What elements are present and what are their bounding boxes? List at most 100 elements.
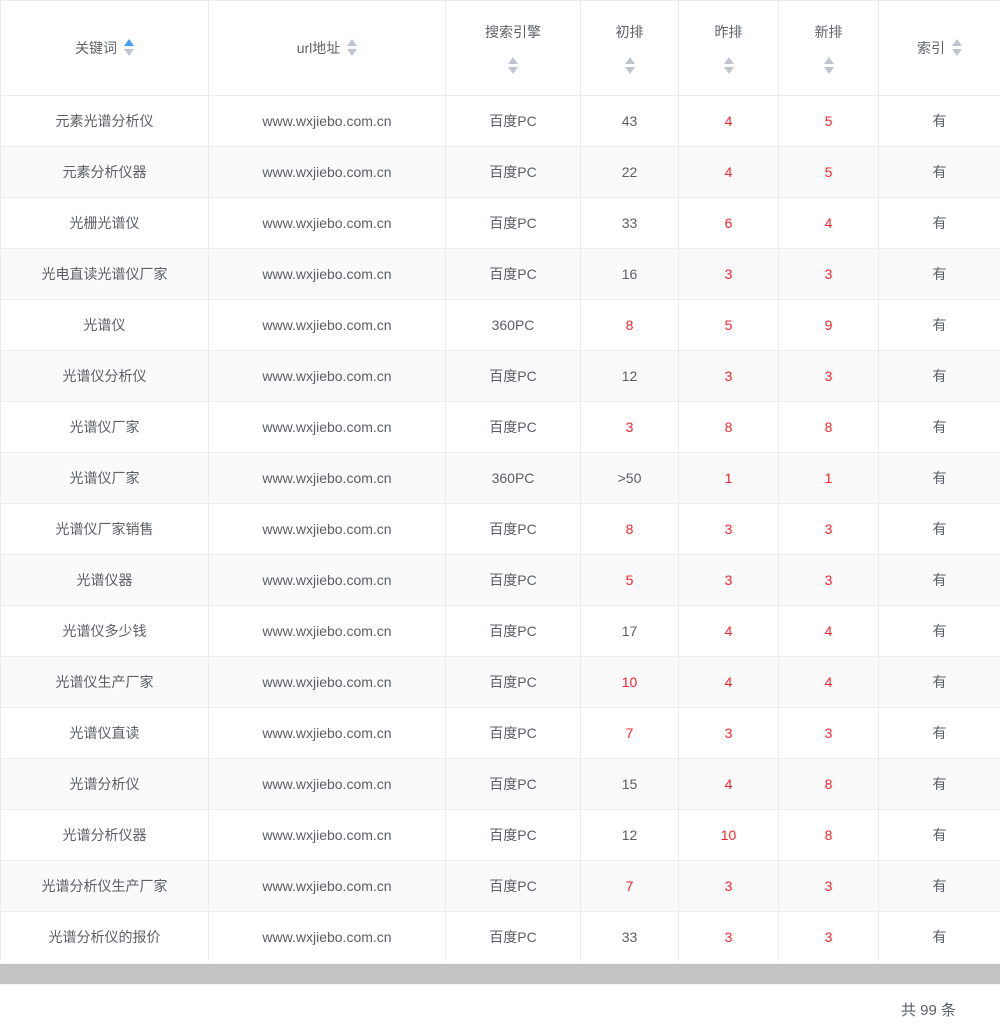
table-row: 光谱分析仪生产厂家 www.wxjiebo.com.cn 百度PC 7 3 3 有 — [0, 860, 1000, 912]
sort-ascending-icon[interactable] — [723, 56, 734, 64]
cell-engine: 百度PC — [445, 860, 581, 912]
cell-engine: 360PC — [445, 299, 581, 351]
cell-yest: 3 — [678, 503, 779, 555]
cell-new: 8 — [778, 809, 879, 861]
sort-ascending-icon[interactable] — [624, 56, 635, 64]
cell-init: 8 — [580, 503, 679, 555]
cell-new: 3 — [778, 350, 879, 402]
cell-index: 有 — [878, 860, 1000, 912]
cell-yest: 3 — [678, 248, 779, 300]
horizontal-scrollbar-track[interactable] — [0, 963, 1000, 985]
cell-index: 有 — [878, 146, 1000, 198]
column-header-label: 搜索引擎 — [485, 23, 541, 40]
cell-keyword: 光谱仪生产厂家 — [0, 656, 209, 708]
cell-init: 7 — [580, 860, 679, 912]
table-row: 光栅光谱仪 www.wxjiebo.com.cn 百度PC 33 6 4 有 — [0, 197, 1000, 249]
cell-new: 3 — [778, 911, 879, 961]
sort-caret[interactable] — [952, 39, 962, 57]
cell-yest: 3 — [678, 350, 779, 402]
cell-init: >50 — [580, 452, 679, 504]
table-row: 光谱仪分析仪 www.wxjiebo.com.cn 百度PC 12 3 3 有 — [0, 350, 1000, 402]
total-count-label: 共 99 条 — [900, 1002, 956, 1019]
cell-engine: 百度PC — [445, 554, 581, 606]
cell-url: www.wxjiebo.com.cn — [208, 452, 446, 504]
cell-url: www.wxjiebo.com.cn — [208, 605, 446, 657]
sort-descending-icon[interactable] — [952, 49, 962, 57]
cell-index: 有 — [878, 758, 1000, 810]
sort-descending-icon[interactable] — [723, 66, 734, 74]
sort-ascending-icon[interactable] — [952, 39, 962, 47]
sort-ascending-icon[interactable] — [347, 39, 358, 47]
cell-new: 4 — [778, 605, 879, 657]
table-row: 光谱仪厂家 www.wxjiebo.com.cn 百度PC 3 8 8 有 — [0, 401, 1000, 453]
cell-new: 5 — [778, 146, 879, 198]
cell-url: www.wxjiebo.com.cn — [208, 146, 446, 198]
cell-url: www.wxjiebo.com.cn — [208, 95, 446, 147]
table-row: 光谱仪生产厂家 www.wxjiebo.com.cn 百度PC 10 4 4 有 — [0, 656, 1000, 708]
column-header-keyword[interactable]: 关键词 — [0, 0, 209, 96]
cell-url: www.wxjiebo.com.cn — [208, 248, 446, 300]
cell-engine: 百度PC — [445, 809, 581, 861]
column-header-init[interactable]: 初排 — [580, 0, 679, 96]
sort-caret[interactable] — [447, 56, 580, 74]
cell-index: 有 — [878, 503, 1000, 555]
cell-keyword: 光谱分析仪器 — [0, 809, 209, 861]
column-header-engine[interactable]: 搜索引擎 — [445, 0, 581, 96]
column-header-label: 关键词 — [75, 39, 117, 56]
sort-descending-icon[interactable] — [624, 66, 635, 74]
sort-caret[interactable] — [780, 56, 878, 74]
column-header-label: 初排 — [615, 23, 644, 40]
cell-init: 22 — [580, 146, 679, 198]
cell-new: 4 — [778, 656, 879, 708]
column-header-yest[interactable]: 昨排 — [678, 0, 779, 96]
sort-descending-icon[interactable] — [823, 66, 834, 74]
cell-new: 8 — [778, 758, 879, 810]
cell-keyword: 光谱仪 — [0, 299, 209, 351]
cell-engine: 百度PC — [445, 605, 581, 657]
sort-descending-icon[interactable] — [347, 49, 358, 57]
cell-url: www.wxjiebo.com.cn — [208, 401, 446, 453]
sort-caret[interactable] — [680, 56, 778, 74]
sort-ascending-icon[interactable] — [823, 56, 834, 64]
cell-index: 有 — [878, 350, 1000, 402]
cell-keyword: 元素光谱分析仪 — [0, 95, 209, 147]
sort-ascending-icon[interactable] — [124, 39, 134, 47]
cell-init: 5 — [580, 554, 679, 606]
column-header-index[interactable]: 索引 — [878, 0, 1000, 96]
sort-descending-icon[interactable] — [124, 49, 134, 57]
keyword-rank-table-wrap: 关键词 url地址 搜索引擎 初排 昨排 新排 索引 元素光谱分析仪 www.wxjiebo.… — [0, 0, 1000, 961]
cell-index: 有 — [878, 554, 1000, 606]
column-header-url[interactable]: url地址 — [208, 0, 446, 96]
cell-engine: 百度PC — [445, 707, 581, 759]
cell-yest: 3 — [678, 554, 779, 606]
column-header-label: 索引 — [917, 39, 945, 56]
cell-init: 33 — [580, 197, 679, 249]
cell-url: www.wxjiebo.com.cn — [208, 197, 446, 249]
sort-caret[interactable] — [582, 56, 678, 74]
column-header-new[interactable]: 新排 — [778, 0, 879, 96]
table-header: 关键词 url地址 搜索引擎 初排 昨排 新排 索引 — [0, 0, 1000, 96]
cell-init: 8 — [580, 299, 679, 351]
table-header-row: 关键词 url地址 搜索引擎 初排 昨排 新排 索引 — [0, 0, 1000, 96]
sort-descending-icon[interactable] — [508, 66, 518, 74]
sort-caret[interactable] — [124, 39, 134, 57]
cell-yest: 3 — [678, 707, 779, 759]
cell-url: www.wxjiebo.com.cn — [208, 911, 446, 961]
cell-url: www.wxjiebo.com.cn — [208, 299, 446, 351]
cell-yest: 4 — [678, 146, 779, 198]
cell-new: 3 — [778, 248, 879, 300]
cell-new: 3 — [778, 554, 879, 606]
cell-init: 43 — [580, 95, 679, 147]
sort-caret[interactable] — [347, 39, 358, 57]
cell-new: 3 — [778, 860, 879, 912]
cell-engine: 百度PC — [445, 197, 581, 249]
cell-url: www.wxjiebo.com.cn — [208, 860, 446, 912]
cell-keyword: 光谱分析仪的报价 — [0, 911, 209, 961]
column-header-label: 昨排 — [714, 23, 743, 40]
cell-new: 5 — [778, 95, 879, 147]
horizontal-scrollbar-thumb[interactable] — [0, 964, 1000, 984]
table-row: 光谱仪厂家销售 www.wxjiebo.com.cn 百度PC 8 3 3 有 — [0, 503, 1000, 555]
table-row: 光谱分析仪 www.wxjiebo.com.cn 百度PC 15 4 8 有 — [0, 758, 1000, 810]
sort-ascending-icon[interactable] — [508, 56, 518, 64]
cell-yest: 4 — [678, 95, 779, 147]
